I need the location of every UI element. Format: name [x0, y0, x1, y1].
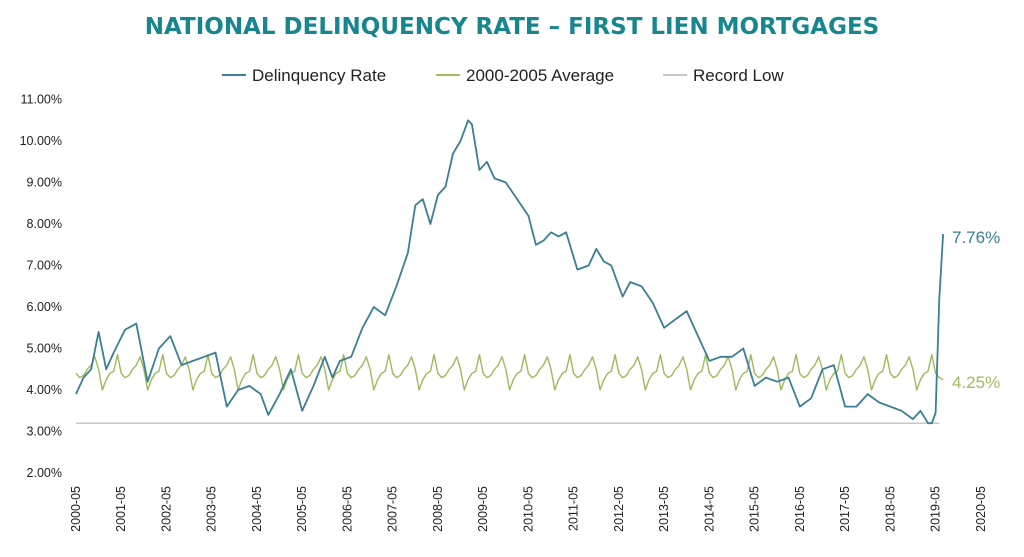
- end-label-average: 4.25%: [952, 373, 1000, 392]
- y-tick-label: 5.00%: [27, 342, 62, 356]
- x-tick-label: 2010-05: [521, 486, 535, 532]
- y-tick-label: 7.00%: [27, 259, 62, 273]
- y-tick-label: 10.00%: [20, 134, 62, 148]
- x-tick-label: 2001-05: [114, 486, 128, 532]
- x-tick-label: 2019-05: [929, 486, 943, 532]
- end-label-delinquency: 7.76%: [952, 228, 1000, 247]
- x-tick-label: 2018-05: [883, 486, 897, 532]
- legend-label-record-low: Record Low: [693, 66, 784, 85]
- x-tick-label: 2007-05: [386, 486, 400, 532]
- x-tick-label: 2014-05: [702, 486, 716, 532]
- y-axis: 2.00% 3.00% 4.00% 5.00% 6.00% 7.00% 8.00% 9.00%…: [20, 93, 62, 481]
- series-delinquency-line: [75, 119, 944, 425]
- plot-area: [75, 119, 944, 425]
- series-average-line: [75, 354, 944, 391]
- x-tick-label: 2006-05: [340, 486, 354, 532]
- x-tick-label: 2017-05: [838, 486, 852, 532]
- x-axis: 2000-05 2001-05 2002-05 2003-05 2004-05 2005-…: [69, 486, 988, 532]
- y-tick-label: 11.00%: [21, 93, 62, 107]
- y-tick-label: 4.00%: [27, 383, 62, 397]
- legend-label-average: 2000-2005 Average: [466, 66, 614, 85]
- x-tick-label: 2015-05: [748, 486, 762, 532]
- x-tick-label: 2011-05: [567, 486, 581, 531]
- x-tick-label: 2003-05: [205, 486, 219, 532]
- y-tick-label: 8.00%: [27, 217, 62, 231]
- y-tick-label: 6.00%: [27, 300, 62, 314]
- legend: Delinquency Rate 2000-2005 Average Recor…: [222, 66, 784, 85]
- x-tick-label: 2013-05: [657, 486, 671, 532]
- chart-title: NATIONAL DELINQUENCY RATE – FIRST LIEN M…: [144, 14, 880, 40]
- x-tick-label: 2009-05: [476, 486, 490, 532]
- x-tick-label: 2016-05: [793, 486, 807, 532]
- x-tick-label: 2004-05: [250, 486, 264, 532]
- legend-label-delinquency: Delinquency Rate: [252, 66, 386, 85]
- x-tick-label: 2000-05: [69, 486, 83, 532]
- y-tick-label: 2.00%: [27, 466, 62, 480]
- x-tick-label: 2008-05: [431, 486, 445, 532]
- x-tick-label: 2020-05: [974, 486, 988, 532]
- y-tick-label: 3.00%: [27, 425, 62, 439]
- x-tick-label: 2002-05: [159, 486, 173, 532]
- y-tick-label: 9.00%: [27, 176, 62, 190]
- x-tick-label: 2012-05: [612, 486, 626, 532]
- x-tick-label: 2005-05: [295, 486, 309, 532]
